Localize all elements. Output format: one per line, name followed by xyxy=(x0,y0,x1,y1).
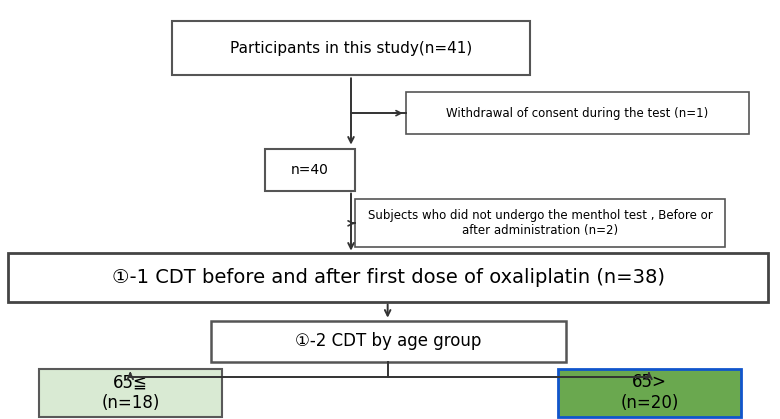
Text: Subjects who did not undergo the menthol test , Before or
after administration (: Subjects who did not undergo the menthol… xyxy=(368,209,712,237)
FancyBboxPatch shape xyxy=(406,92,749,134)
FancyBboxPatch shape xyxy=(558,369,741,417)
FancyBboxPatch shape xyxy=(211,321,566,362)
FancyBboxPatch shape xyxy=(265,149,355,191)
Text: ①-2 CDT by age group: ①-2 CDT by age group xyxy=(295,333,481,350)
Text: 65>
(n=20): 65> (n=20) xyxy=(620,373,679,412)
FancyBboxPatch shape xyxy=(39,369,222,417)
Text: ①-1 CDT before and after first dose of oxaliplatin (n=38): ①-1 CDT before and after first dose of o… xyxy=(112,268,665,287)
FancyBboxPatch shape xyxy=(172,21,530,75)
Text: 65≦
(n=18): 65≦ (n=18) xyxy=(101,373,160,412)
Text: Participants in this study(n=41): Participants in this study(n=41) xyxy=(230,41,472,56)
FancyBboxPatch shape xyxy=(355,199,725,247)
FancyBboxPatch shape xyxy=(8,253,768,302)
Text: n=40: n=40 xyxy=(291,163,329,177)
Text: Withdrawal of consent during the test (n=1): Withdrawal of consent during the test (n… xyxy=(446,106,708,120)
